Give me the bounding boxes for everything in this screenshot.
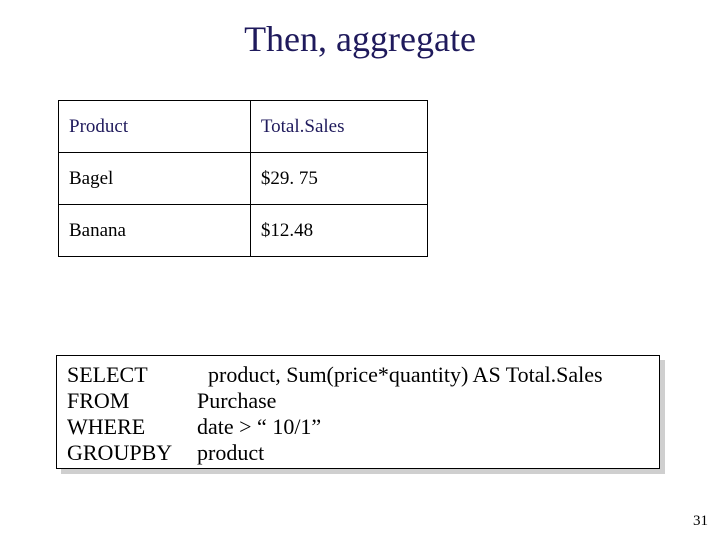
table-row: Banana $12.48	[59, 205, 428, 257]
table-row: Bagel $29. 75	[59, 153, 428, 205]
sql-line-groupby: GROUPBYproduct	[67, 440, 649, 466]
cell-total: $29. 75	[250, 153, 427, 205]
cell-product: Bagel	[59, 153, 251, 205]
sql-keyword: FROM	[67, 388, 197, 414]
sql-line-where: WHEREdate > “ 10/1”	[67, 414, 649, 440]
sql-rest: date > “ 10/1”	[197, 414, 321, 440]
sql-rest: Purchase	[197, 388, 276, 414]
sql-line-from: FROMPurchase	[67, 388, 649, 414]
slide-title: Then, aggregate	[0, 0, 720, 60]
cell-total: $12.48	[250, 205, 427, 257]
header-total-sales: Total.Sales	[250, 101, 427, 153]
table-header-row: Product Total.Sales	[59, 101, 428, 153]
sql-keyword: SELECT	[67, 362, 197, 388]
sql-line-select: SELECT product, Sum(price*quantity) AS T…	[67, 362, 649, 388]
sql-box: SELECT product, Sum(price*quantity) AS T…	[56, 355, 660, 469]
sql-rest: product, Sum(price*quantity) AS Total.Sa…	[197, 362, 603, 388]
sql-keyword: GROUPBY	[67, 440, 197, 466]
sql-keyword: WHERE	[67, 414, 197, 440]
header-product: Product	[59, 101, 251, 153]
results-table: Product Total.Sales Bagel $29. 75 Banana…	[58, 100, 428, 257]
sql-container: SELECT product, Sum(price*quantity) AS T…	[56, 355, 660, 469]
sql-rest: product	[197, 440, 264, 466]
page-number: 31	[693, 513, 708, 530]
cell-product: Banana	[59, 205, 251, 257]
